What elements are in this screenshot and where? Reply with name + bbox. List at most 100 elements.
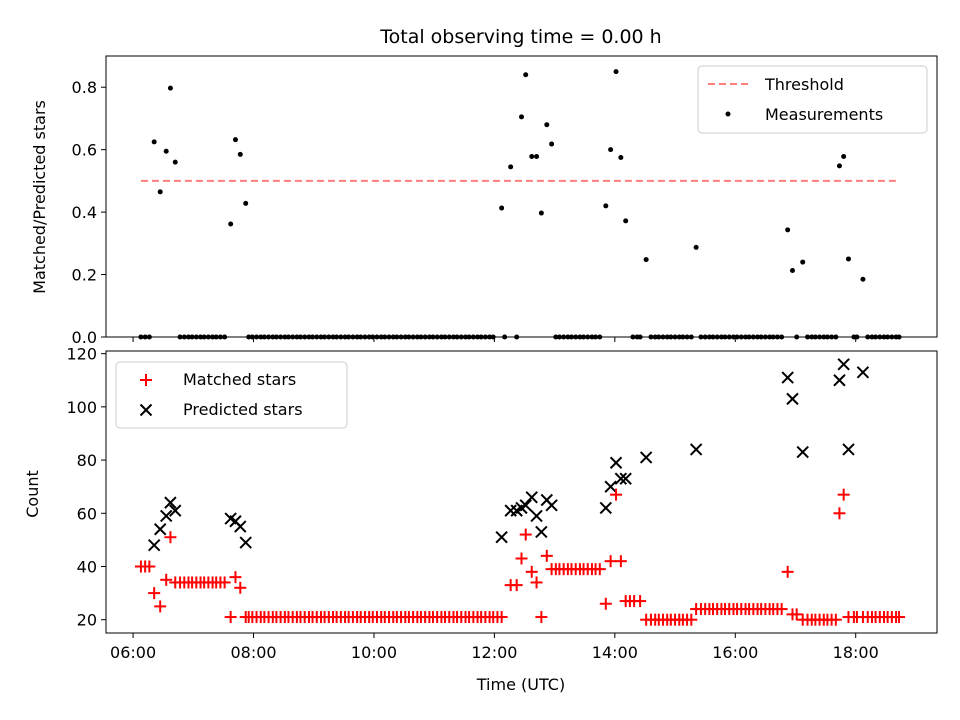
predicted-stars-point (495, 531, 508, 544)
matched-stars-point (593, 563, 606, 576)
bottom-x-tick-label: 12:00 (471, 643, 517, 662)
bottom-chart-frame (105, 350, 938, 634)
measurement-point (237, 151, 243, 157)
measurement-point (523, 72, 529, 78)
matched-stars-point (495, 611, 508, 624)
measurement-point (618, 154, 624, 160)
predicted-stars-legend-label: Predicted stars (183, 400, 303, 419)
bottom-y-tick-label: 100 (66, 398, 97, 417)
matched-stars-point (218, 576, 231, 589)
matched-stars-point (519, 528, 532, 541)
predicted-stars-point (530, 509, 543, 523)
matched-stars-point (634, 595, 647, 608)
measurement-point (836, 163, 842, 169)
matched-stars-point (525, 565, 538, 578)
matched-stars-point (781, 565, 794, 578)
measurement-point (623, 218, 629, 224)
measurement-point (243, 200, 249, 206)
matched-stars-point (229, 571, 242, 584)
predicted-stars-point (535, 525, 548, 539)
measurement-point (549, 141, 555, 147)
measurement-point (860, 276, 866, 282)
matched-stars-point (790, 608, 803, 621)
top-y-tick-label: 0.4 (72, 203, 97, 222)
top-y-tick-label: 0.0 (72, 328, 97, 347)
measurement-point (800, 259, 806, 265)
measurement-point (163, 148, 169, 154)
predicted-stars-point (525, 491, 538, 504)
measurement-point (845, 256, 851, 262)
bottom-x-tick-label: 18:00 (833, 643, 879, 662)
matched-stars-point (604, 555, 617, 568)
measurement-point (172, 159, 178, 165)
top-chart-frame (105, 55, 938, 338)
matched-stars-legend-marker (140, 374, 152, 386)
matched-stars-point (540, 549, 553, 562)
threshold-legend-label: Threshold (764, 75, 844, 94)
bottom-chart-y-axis-label: Count (23, 470, 42, 518)
measurement-point (603, 203, 609, 209)
measurement-point (785, 227, 791, 233)
predicted-stars-point (604, 480, 617, 493)
top-y-tick-label: 0.8 (72, 78, 97, 97)
matched-stars-point (154, 600, 167, 613)
top-chart-y-axis-label: Matched/Predicted stars (30, 100, 49, 294)
bottom-chart-points (134, 358, 906, 626)
predicted-stars-point (856, 366, 870, 379)
predicted-stars-point (833, 374, 846, 387)
bottom-x-tick-label: 06:00 (110, 643, 156, 662)
measurement-point (534, 154, 540, 160)
matched-stars-point (535, 611, 548, 624)
matched-stars-point (164, 531, 177, 544)
predicted-stars-point (169, 504, 182, 517)
matched-stars-point (829, 613, 842, 626)
measurement-point (232, 137, 238, 143)
matched-stars-point (837, 488, 850, 501)
measurement-point (841, 154, 847, 160)
top-chart-title: Total observing time = 0.00 h (379, 26, 661, 48)
measurements-legend-label: Measurements (765, 105, 883, 124)
bottom-x-tick-label: 08:00 (230, 643, 276, 662)
matched-stars-point (234, 581, 247, 594)
measurement-point (693, 244, 699, 250)
matched-stars-point (510, 579, 523, 592)
top-y-tick-label: 0.6 (72, 141, 97, 160)
matched-stars-legend-label: Matched stars (183, 370, 296, 389)
measurement-point (499, 205, 505, 211)
bottom-y-tick-label: 80 (77, 451, 97, 470)
measurement-point (544, 122, 550, 128)
measurement-point (643, 257, 649, 263)
predicted-stars-point (164, 496, 177, 509)
predicted-stars-legend-marker (139, 403, 153, 417)
bottom-y-tick-label: 60 (77, 504, 97, 523)
top-chart-y-ticks: 0.0 0.2 0.4 0.6 0.8 (72, 78, 857, 347)
predicted-stars-point (234, 520, 247, 533)
bottom-y-tick-label: 120 (66, 345, 97, 364)
matched-stars-point (833, 507, 846, 520)
predicted-stars-point (239, 536, 252, 549)
measurement-point (529, 154, 535, 160)
predicted-stars-point (781, 371, 794, 384)
predicted-stars-point (796, 445, 809, 459)
measurements-legend-marker (725, 111, 731, 117)
predicted-stars-point (519, 499, 532, 512)
predicted-stars-point (545, 499, 558, 512)
predicted-stars-point (609, 456, 623, 469)
matched-stars-legend-glyph (140, 374, 152, 386)
measurement-point (167, 85, 173, 91)
predicted-stars-point (842, 443, 855, 456)
matched-stars-point (530, 576, 543, 589)
measurement-point (608, 147, 614, 153)
measurement-point (519, 114, 524, 120)
predicted-stars-legend-glyph (139, 403, 153, 417)
bottom-y-tick-label: 20 (77, 611, 97, 630)
top-y-tick-label: 0.2 (72, 266, 97, 285)
top-legend-box (697, 65, 928, 134)
predicted-stars-point (160, 509, 173, 523)
bottom-chart-x-axis-label: Time (UTC) (476, 675, 565, 694)
measurement-point (613, 69, 619, 75)
matched-stars-point (515, 552, 528, 565)
matched-stars-point (143, 560, 156, 573)
measurement-point (789, 267, 795, 273)
bottom-x-tick-label: 16:00 (712, 643, 758, 662)
